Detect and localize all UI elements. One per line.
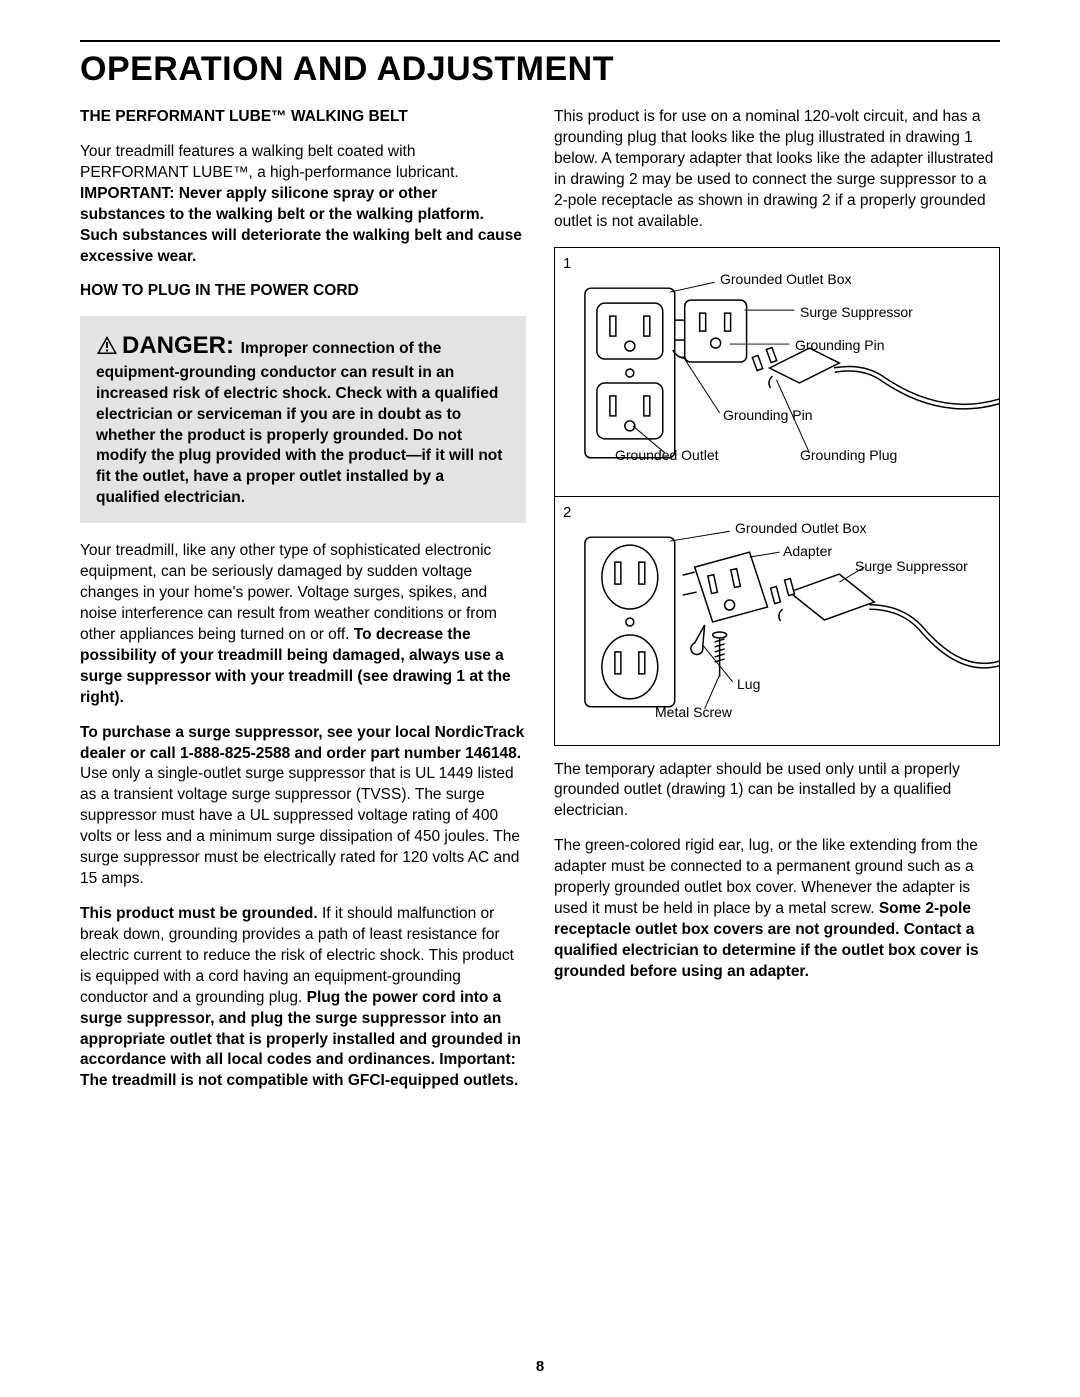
danger-callout: DANGER: Improper connection of the equip…: [80, 316, 526, 523]
label-surge-1: Surge Suppressor: [800, 303, 913, 322]
label-outlet-box-1: Grounded Outlet Box: [720, 270, 852, 289]
label-surge-2: Surge Suppressor: [855, 557, 968, 576]
drawing-2: 2: [555, 497, 999, 745]
drawing-2-number: 2: [563, 503, 571, 523]
temp-adapter-paragraph: The temporary adapter should be used onl…: [554, 760, 1000, 823]
section-heading-powercord: HOW TO PLUG IN THE POWER CORD: [80, 281, 526, 302]
grounding-paragraph: This product must be grounded. If it sho…: [80, 904, 526, 1092]
section-heading-lube: THE PERFORMANT LUBE™ WALKING BELT: [80, 107, 526, 128]
label-screw: Metal Screw: [655, 703, 732, 722]
danger-body-text: Improper connection of the equipment-gro…: [96, 340, 502, 506]
green-lug-paragraph: The green-colored rigid ear, lug, or the…: [554, 836, 1000, 982]
label-goutlet: Grounded Outlet: [615, 446, 719, 465]
grounding-lead: This product must be grounded.: [80, 905, 318, 922]
two-column-layout: THE PERFORMANT LUBE™ WALKING BELT Your t…: [80, 107, 1000, 1106]
lube-intro: Your treadmill features a walking belt c…: [80, 143, 459, 181]
purchase-bold: To purchase a surge suppressor, see your…: [80, 724, 524, 762]
drawing-1: 1: [555, 248, 999, 497]
page-number: 8: [0, 1358, 1080, 1375]
lube-warning: IMPORTANT: Never apply silicone spray or…: [80, 185, 522, 265]
circuit-paragraph: This product is for use on a nominal 120…: [554, 107, 1000, 233]
drawing-1-number: 1: [563, 254, 571, 274]
label-adapter: Adapter: [783, 542, 832, 561]
label-gplug: Grounding Plug: [800, 446, 897, 465]
page-title: OPERATION AND ADJUSTMENT: [80, 50, 1000, 89]
left-column: THE PERFORMANT LUBE™ WALKING BELT Your t…: [80, 107, 526, 1106]
label-gpin-2: Grounding Pin: [723, 406, 813, 425]
manual-page: OPERATION AND ADJUSTMENT THE PERFORMANT …: [0, 0, 1080, 1397]
voltage-paragraph: Your treadmill, like any other type of s…: [80, 541, 526, 708]
warning-icon: [96, 335, 118, 355]
lube-paragraph: Your treadmill features a walking belt c…: [80, 142, 526, 268]
top-rule: [80, 40, 1000, 42]
label-lug: Lug: [737, 675, 760, 694]
purchase-rest: Use only a single-outlet surge suppresso…: [80, 765, 520, 887]
purchase-paragraph: To purchase a surge suppressor, see your…: [80, 723, 526, 890]
danger-heading: DANGER:: [96, 332, 241, 359]
drawings-box: 1: [554, 247, 1000, 746]
right-column: This product is for use on a nominal 120…: [554, 107, 1000, 1106]
danger-word: DANGER:: [122, 332, 234, 359]
label-gpin-1: Grounding Pin: [795, 336, 885, 355]
label-outlet-box-2: Grounded Outlet Box: [735, 519, 867, 538]
